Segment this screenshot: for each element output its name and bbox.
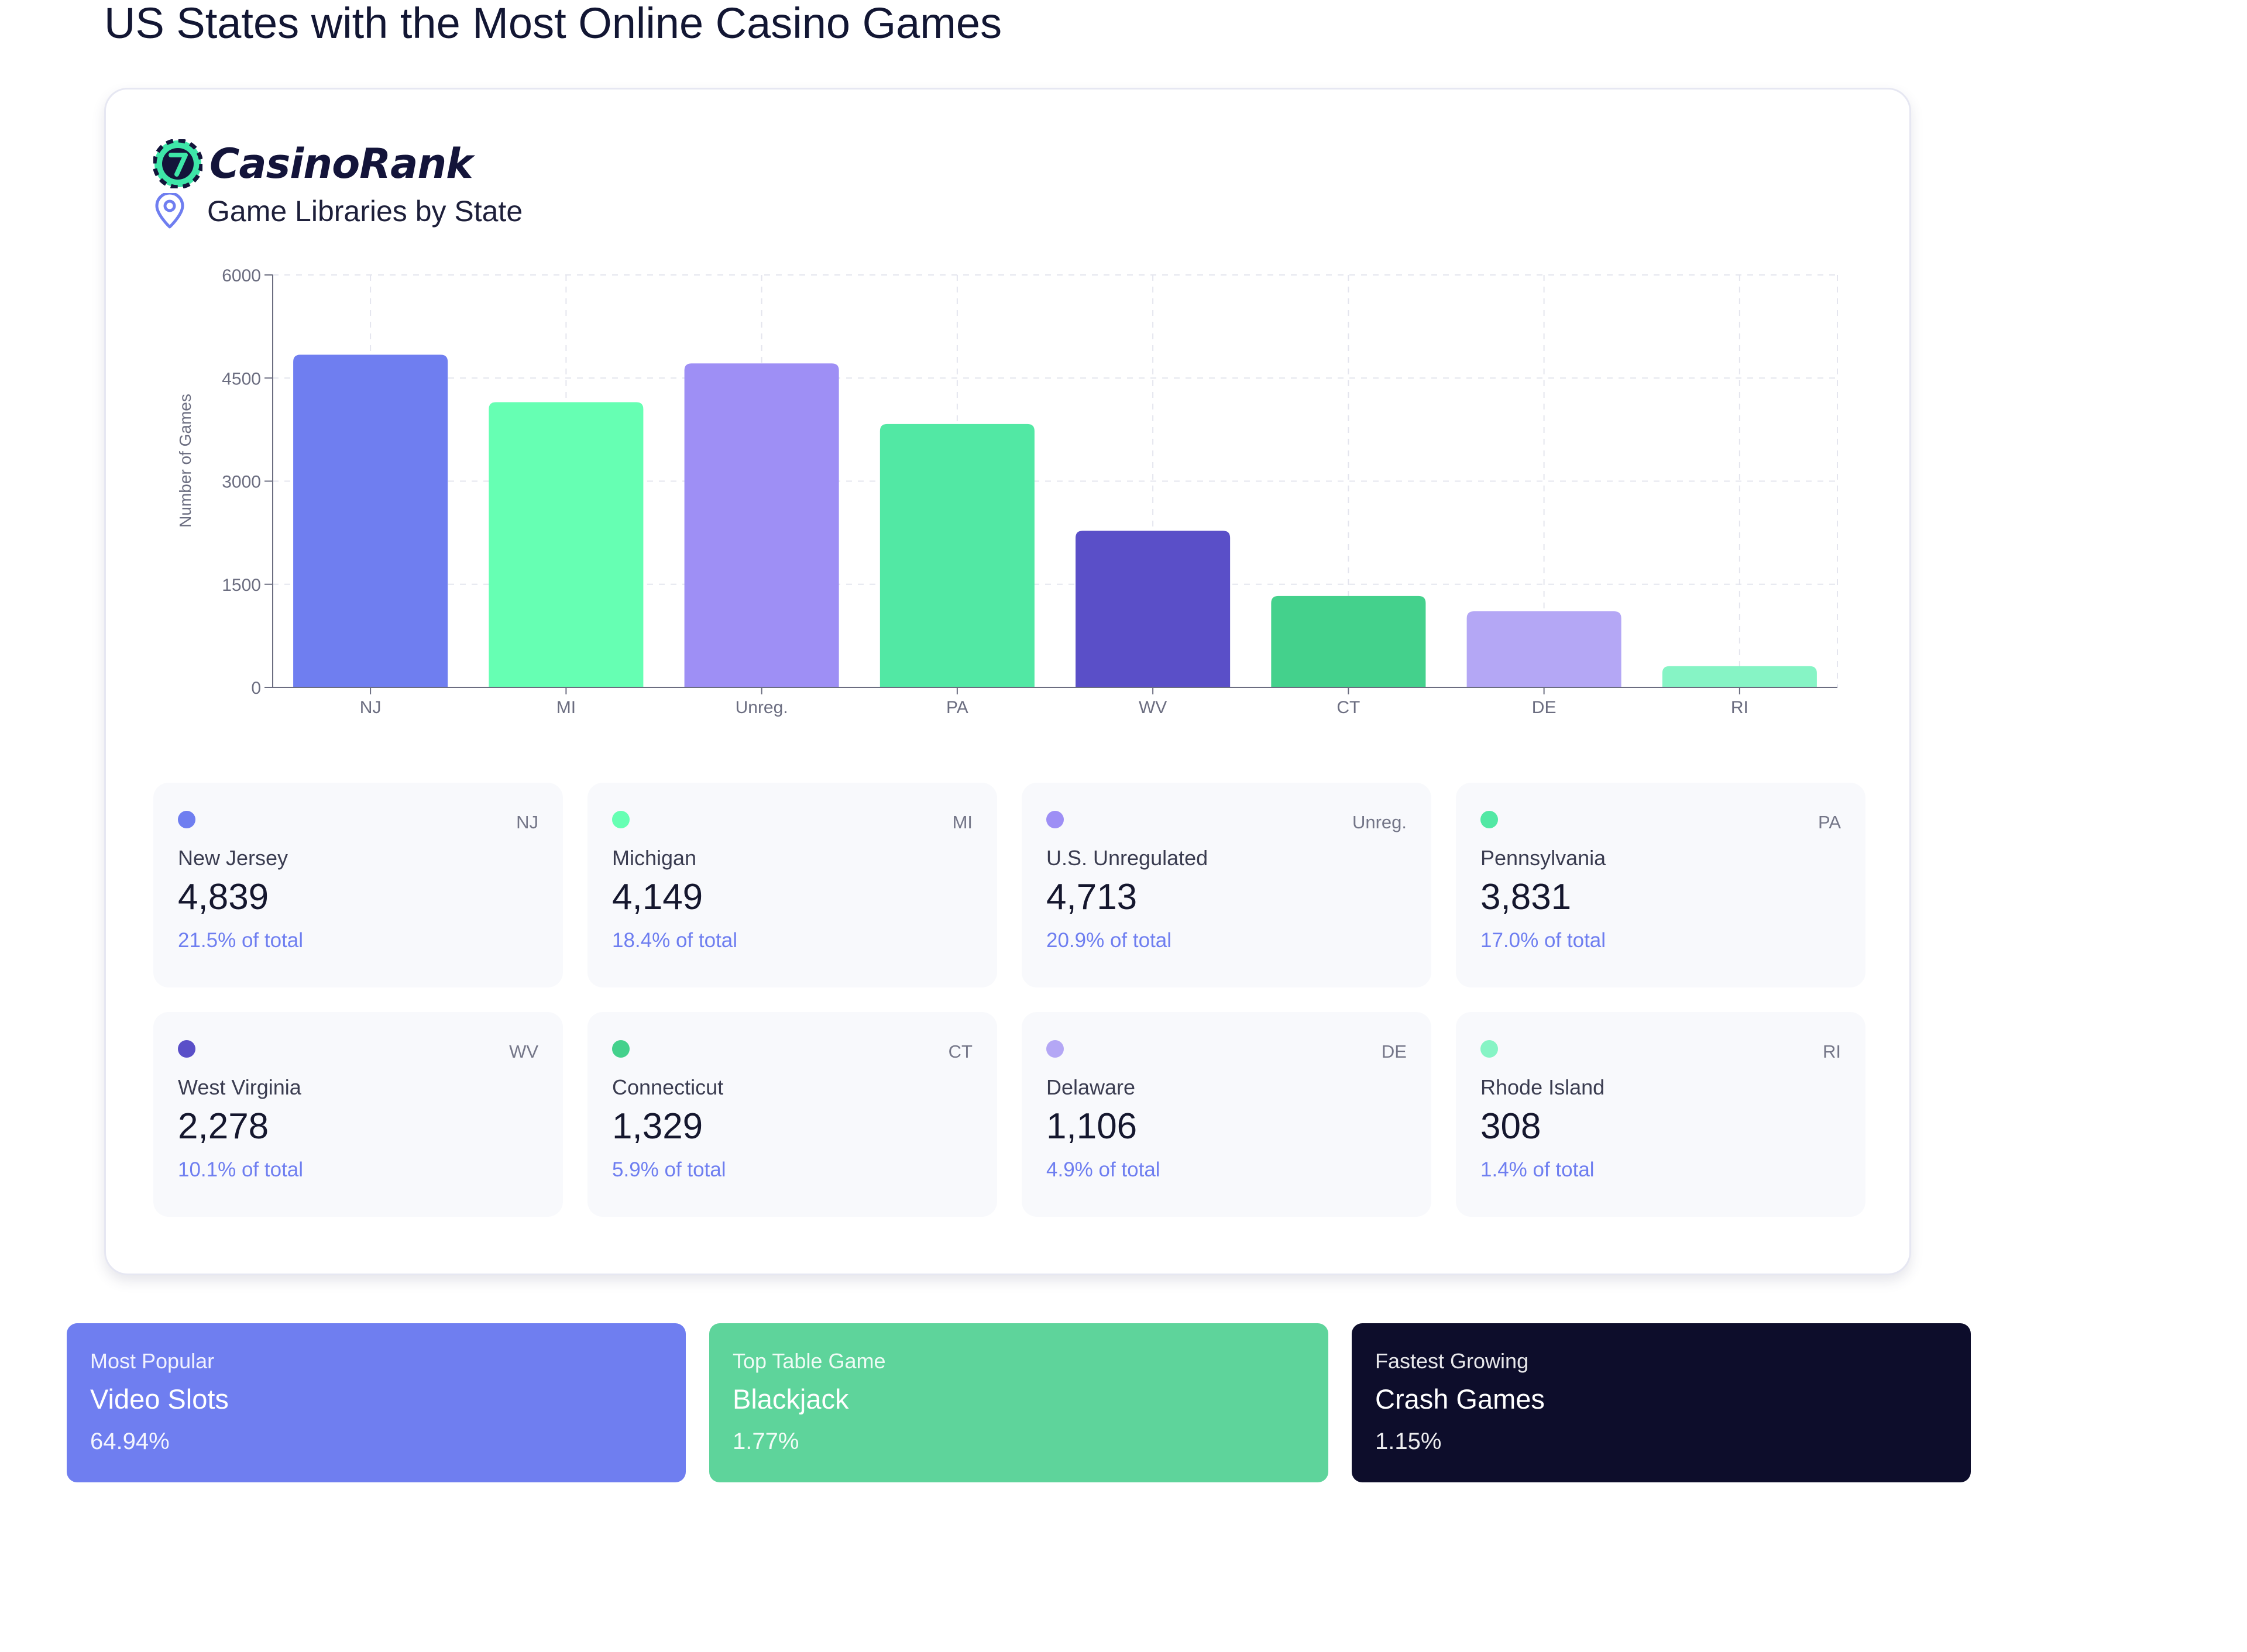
stat-card: DE Delaware 1,106 4.9% of total [1022,1012,1431,1217]
share-percent: 21.5% of total [178,929,304,952]
share-percent: 10.1% of total [178,1158,304,1181]
feature-title: Video Slots [90,1383,229,1414]
y-tick-label: 4500 [222,369,261,388]
state-name: Pennsylvania [1480,846,1606,870]
subtitle-text: Game Libraries by State [207,195,523,228]
legend-dot [1046,1040,1064,1058]
x-tick-label: PA [946,698,968,717]
state-abbr: DE [1381,1041,1407,1062]
chart-subtitle: Game Libraries by State [153,193,523,229]
state-abbr: CT [948,1041,973,1062]
legend-dot [612,1040,630,1058]
bar-unreg [684,363,839,687]
feature-title: Crash Games [1375,1383,1545,1414]
x-tick-label: RI [1731,698,1748,717]
game-count: 3,831 [1480,877,1572,917]
legend-dot [1480,1040,1498,1058]
stat-card: WV West Virginia 2,278 10.1% of total [153,1012,563,1217]
bar-nj [293,355,448,687]
page-title: US States with the Most Online Casino Ga… [104,0,1002,47]
share-percent: 1.4% of total [1480,1158,1595,1181]
y-tick-label: 0 [251,679,261,698]
y-axis-title: Number of Games [176,394,194,528]
bar-ct [1271,596,1426,687]
game-count: 4,839 [178,877,269,917]
share-percent: 20.9% of total [1046,929,1172,952]
legend-dot [1480,811,1498,828]
stat-card: PA Pennsylvania 3,831 17.0% of total [1456,783,1865,987]
stat-card: MI Michigan 4,149 18.4% of total [587,783,997,987]
game-count: 1,329 [612,1106,703,1147]
stat-card: NJ New Jersey 4,839 21.5% of total [153,783,563,987]
y-tick-label: 3000 [222,473,261,492]
feature-title: Blackjack [733,1383,849,1414]
x-tick-label: CT [1336,698,1360,717]
state-abbr: WV [509,1041,538,1062]
state-abbr: Unreg. [1352,812,1407,832]
feature-card: Most Popular Video Slots 64.94% [67,1323,686,1482]
stat-card: Unreg. U.S. Unregulated 4,713 20.9% of tota… [1022,783,1431,987]
x-tick-label: WV [1139,698,1167,717]
stat-card: CT Connecticut 1,329 5.9% of total [587,1012,997,1217]
share-percent: 5.9% of total [612,1158,726,1181]
x-tick-label: DE [1532,698,1557,717]
legend-dot [178,1040,195,1058]
bar-ri [1662,666,1817,687]
feature-label: Most Popular [90,1349,215,1373]
y-tick-label: 1500 [222,576,261,595]
feature-label: Top Table Game [733,1349,886,1373]
game-count: 4,149 [612,877,703,917]
state-name: Connecticut [612,1075,724,1099]
feature-value: 64.94% [90,1429,170,1454]
casino-chip-seven-icon [153,139,202,188]
state-abbr: RI [1823,1041,1841,1062]
state-name: New Jersey [178,846,288,870]
bar-wv [1076,531,1231,687]
share-percent: 18.4% of total [612,929,738,952]
state-name: West Virginia [178,1075,301,1099]
state-name: U.S. Unregulated [1046,846,1208,870]
y-tick-label: 6000 [222,266,261,285]
feature-label: Fastest Growing [1375,1349,1529,1373]
x-tick-label: MI [556,698,576,717]
bar-pa [879,424,1035,687]
bar-mi [489,402,644,687]
brand: CasinoRank [153,136,473,192]
brand-name: CasinoRank [209,140,473,188]
game-count: 4,713 [1046,877,1138,917]
feature-value: 1.15% [1375,1429,1442,1454]
game-count: 308 [1480,1106,1541,1147]
state-name: Michigan [612,846,697,870]
location-pin-icon [155,193,184,229]
share-percent: 4.9% of total [1046,1158,1160,1181]
share-percent: 17.0% of total [1480,929,1606,952]
state-name: Rhode Island [1480,1075,1605,1099]
state-abbr: NJ [516,812,538,832]
feature-value: 1.77% [733,1429,799,1454]
stat-card: RI Rhode Island 308 1.4% of total [1456,1012,1865,1217]
legend-dot [1046,811,1064,828]
feature-card: Top Table Game Blackjack 1.77% [709,1323,1328,1482]
game-count: 1,106 [1046,1106,1138,1147]
bar-chart: 0 1500 3000 4500 6000 NJ MI Unreg. PA WV CT DE RI Num… [176,266,1838,717]
x-tick-label: Unreg. [736,698,788,717]
game-count: 2,278 [178,1106,269,1147]
bar-de [1466,611,1621,687]
state-abbr: MI [952,812,973,832]
legend-dot [612,811,630,828]
state-abbr: PA [1817,812,1841,832]
state-name: Delaware [1046,1075,1136,1099]
x-tick-label: NJ [360,698,382,717]
feature-card: Fastest Growing Crash Games 1.15% [1352,1323,1971,1482]
legend-dot [178,811,195,828]
